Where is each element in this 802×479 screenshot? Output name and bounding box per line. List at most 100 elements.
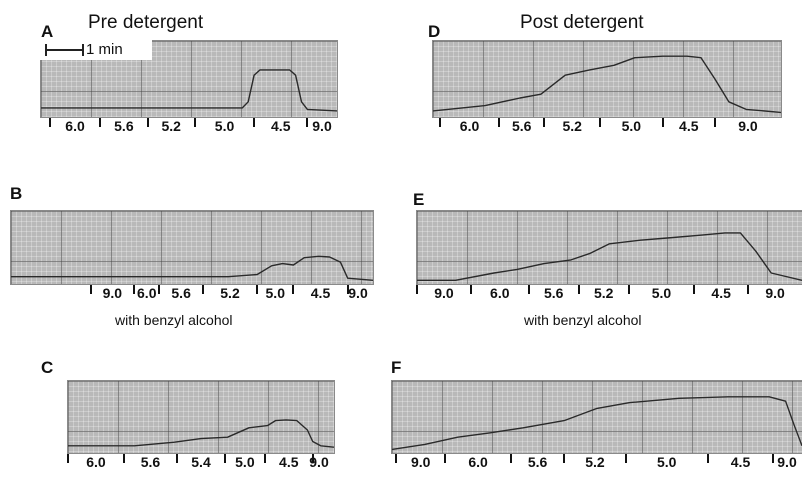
axis-label-d-0: 6.0 (459, 118, 480, 134)
axis-tick-b-2 (158, 285, 161, 294)
scale-line (45, 49, 83, 51)
axis-label-f-3: 5.2 (585, 454, 605, 470)
axis-label-e-4: 5.0 (651, 285, 672, 301)
trace-svg-a (41, 69, 337, 112)
axis-tick-e-6 (747, 285, 750, 294)
axis-label-f-6: 9.0 (777, 454, 797, 470)
axis-label-e-0: 9.0 (434, 285, 454, 301)
trace-svg-b (11, 255, 373, 281)
axis-label-e-3: 5.2 (593, 285, 614, 301)
axis-tick-b-0 (89, 285, 92, 294)
axis-tick-b-1 (133, 285, 136, 294)
axis-label-d-2: 5.2 (562, 118, 582, 134)
chart-strip-f (391, 380, 802, 454)
trace-line-a (41, 69, 337, 112)
panel-label-e: E (413, 190, 425, 209)
axis-a: 6.0 5.6 5.2 5.0 4.5 9.0 (40, 117, 336, 139)
axis-label-b-6: 9.0 (348, 285, 368, 301)
axis-c: 6.0 5.6 5.4 5.0 4.5 9.0 (67, 453, 333, 475)
axis-label-e-2: 5.6 (543, 285, 564, 301)
axis-label-a-2: 5.2 (161, 118, 181, 134)
axis-f: 9.0 6.0 5.6 5.2 5.0 4.5 9.0 (391, 453, 801, 475)
panel-label-d: D (428, 22, 441, 41)
axis-tick-a-2 (146, 118, 149, 127)
axis-label-c-2: 5.4 (191, 454, 211, 470)
axis-e: 9.0 6.0 5.6 5.2 5.0 4.5 9.0 (416, 284, 801, 306)
axis-tick-f-6 (772, 454, 775, 463)
scale-cap-right (82, 44, 84, 56)
axis-label-b-3: 5.2 (220, 285, 240, 301)
panel-label-a: A (41, 22, 54, 41)
axis-label-b-4: 5.0 (265, 285, 285, 301)
axis-tick-e-2 (527, 285, 530, 294)
chart-strip-b (10, 210, 374, 285)
axis-tick-e-0 (416, 285, 418, 294)
axis-label-a-5: 9.0 (312, 118, 332, 134)
trace-svg-d (433, 55, 781, 114)
axis-tick-c-1 (122, 454, 125, 463)
axis-tick-e-1 (469, 285, 472, 294)
axis-tick-b-6 (346, 285, 349, 294)
axis-label-d-3: 5.0 (621, 118, 642, 134)
axis-label-c-3: 5.0 (235, 454, 255, 470)
axis-tick-d-0 (438, 118, 441, 127)
axis-label-b-1: 6.0 (137, 285, 157, 301)
axis-tick-a-0 (48, 118, 51, 127)
axis-tick-b-5 (292, 285, 295, 294)
axis-label-b-2: 5.6 (171, 285, 191, 301)
axis-label-c-5: 9.0 (309, 454, 329, 470)
axis-tick-f-4 (624, 454, 627, 463)
axis-tick-f-2 (509, 454, 512, 463)
trace-line-c (68, 419, 334, 448)
axis-tick-c-5 (311, 454, 314, 463)
axis-label-b-0: 9.0 (102, 285, 123, 301)
panel-label-c: C (41, 358, 54, 377)
trace-svg-f (392, 396, 802, 451)
axis-label-d-5: 9.0 (738, 118, 758, 134)
panel-label-f: F (391, 358, 402, 377)
axis-label-f-4: 5.0 (656, 454, 677, 470)
axis-tick-e-3 (577, 285, 580, 294)
time-scale-bar: 1 min (40, 40, 152, 60)
axis-tick-d-2 (543, 118, 546, 127)
axis-tick-f-0 (395, 454, 398, 463)
axis-label-f-1: 6.0 (468, 454, 488, 470)
axis-tick-a-5 (306, 118, 309, 127)
trace-line-d (433, 55, 781, 114)
axis-label-a-1: 5.6 (114, 118, 134, 134)
trace-line-f (392, 396, 802, 451)
axis-tick-a-1 (99, 118, 102, 127)
axis-tick-c-0 (67, 454, 69, 463)
axis-label-d-1: 5.6 (512, 118, 532, 134)
axis-label-c-0: 6.0 (86, 454, 106, 470)
axis-tick-f-1 (444, 454, 447, 463)
axis-label-e-6: 9.0 (765, 285, 785, 301)
axis-tick-f-3 (563, 454, 566, 463)
axis-label-f-0: 9.0 (410, 454, 431, 470)
note-benzyl-b: with benzyl alcohol (115, 312, 233, 328)
chart-strip-c (67, 380, 335, 454)
axis-label-f-2: 5.6 (527, 454, 548, 470)
axis-tick-c-4 (263, 454, 266, 463)
axis-tick-d-5 (713, 118, 716, 127)
trace-svg-c (68, 419, 334, 448)
post-detergent-title: Post detergent (520, 12, 644, 33)
note-benzyl-e: with benzyl alcohol (524, 312, 642, 328)
trace-svg-e (417, 232, 802, 282)
axis-label-f-5: 4.5 (730, 454, 751, 470)
axis-label-b-5: 4.5 (310, 285, 331, 301)
axis-tick-c-3 (223, 454, 226, 463)
axis-label-d-4: 4.5 (679, 118, 699, 134)
axis-tick-a-4 (253, 118, 256, 127)
axis-tick-a-3 (193, 118, 196, 127)
scale-label: 1 min (86, 41, 123, 58)
axis-tick-e-5 (693, 285, 696, 294)
axis-label-e-1: 6.0 (490, 285, 510, 301)
axis-tick-d-3 (599, 118, 602, 127)
axis-tick-c-2 (176, 454, 179, 463)
axis-tick-d-4 (661, 118, 664, 127)
axis-tick-e-4 (627, 285, 630, 294)
axis-label-a-3: 5.0 (214, 118, 235, 134)
axis-tick-b-4 (256, 285, 259, 294)
axis-d: 6.0 5.6 5.2 5.0 4.5 9.0 (432, 117, 780, 139)
